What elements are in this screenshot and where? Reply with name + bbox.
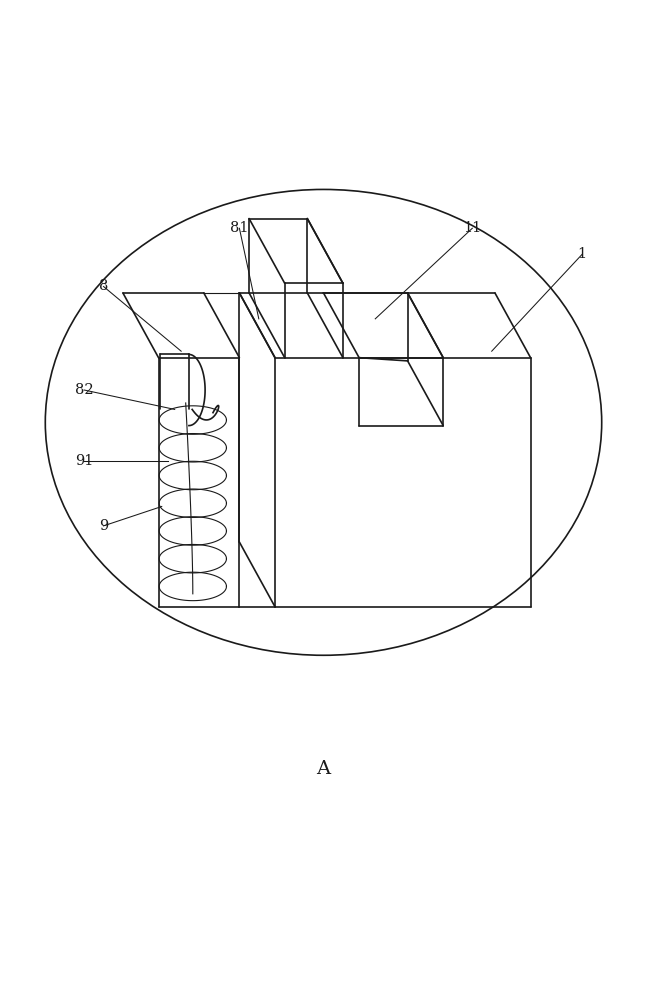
Text: A: A [316,760,331,778]
Text: 1: 1 [578,247,587,261]
Text: 8: 8 [99,279,108,293]
Text: 82: 82 [75,383,93,397]
Text: 91: 91 [75,454,93,468]
Text: 81: 81 [230,221,248,235]
Text: 11: 11 [463,221,481,235]
Text: 9: 9 [99,519,108,533]
